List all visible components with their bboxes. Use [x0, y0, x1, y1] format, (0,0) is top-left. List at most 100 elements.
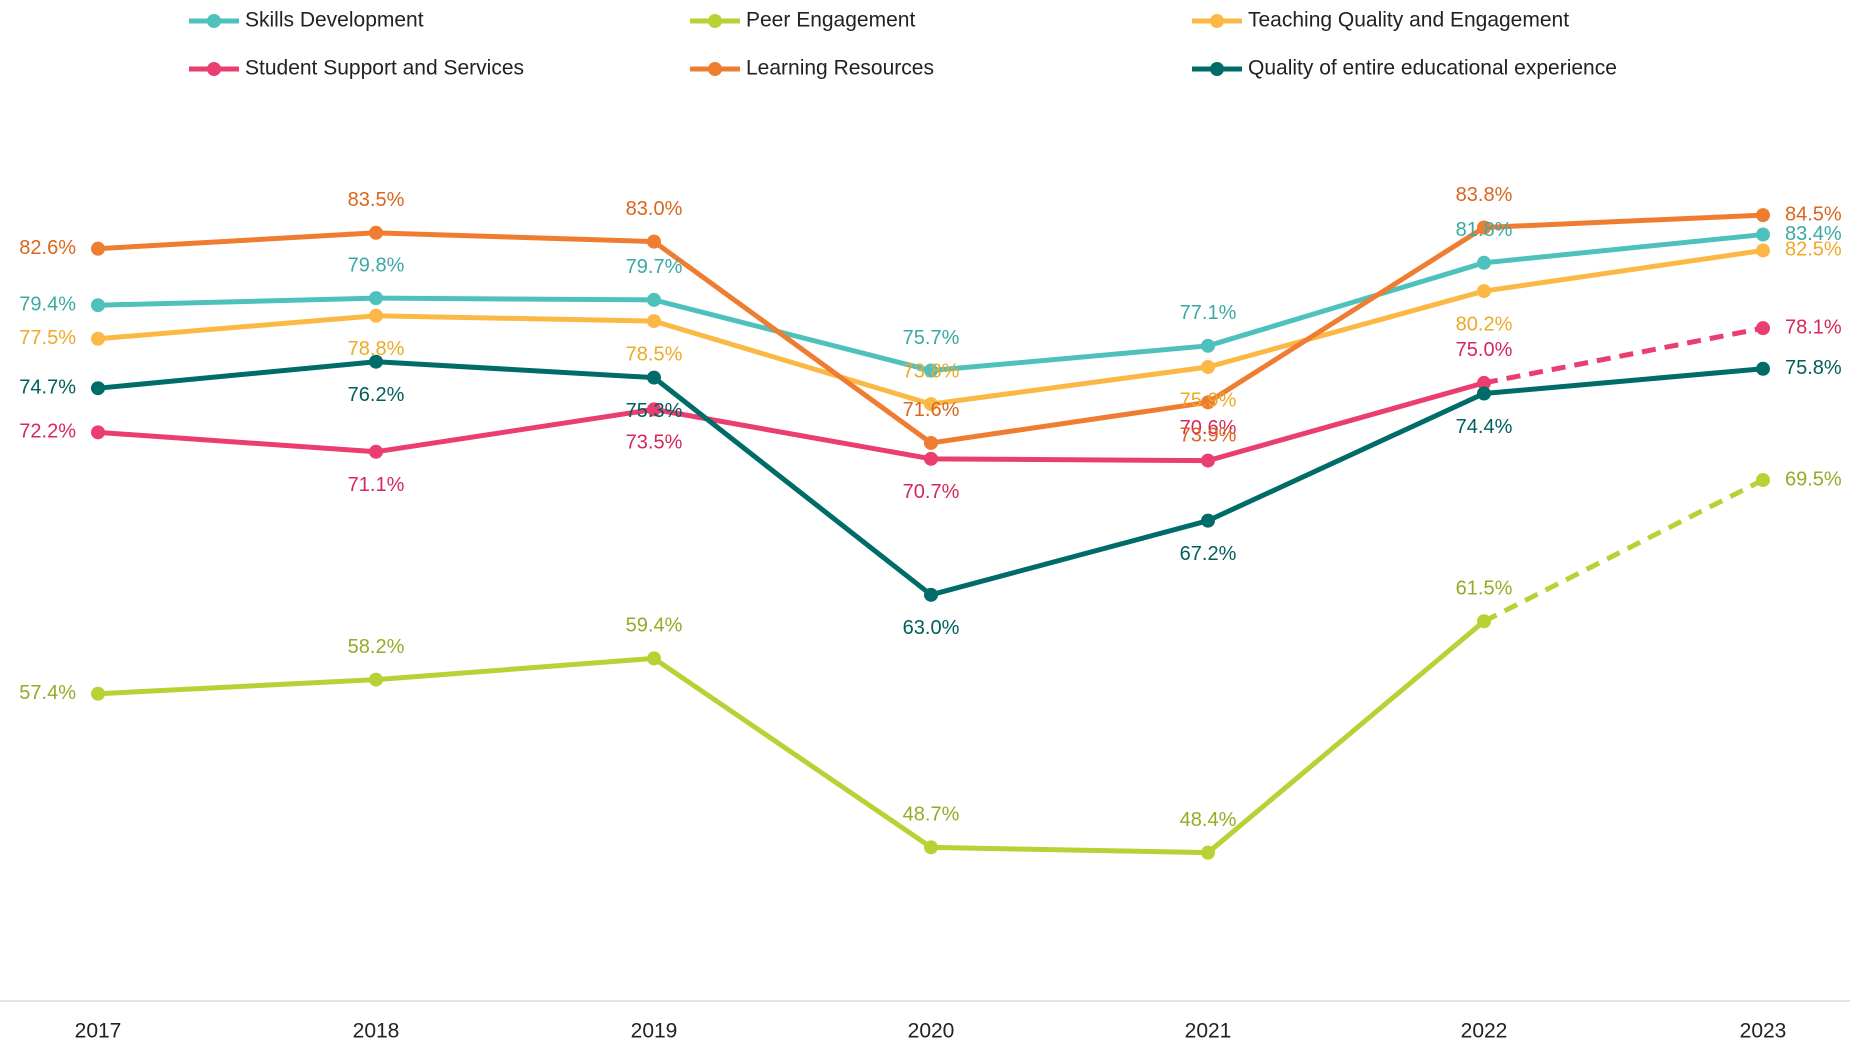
- data-point: [369, 308, 383, 323]
- legend-label: Peer Engagement: [746, 9, 915, 32]
- data-point: [1201, 845, 1215, 860]
- data-label: 63.0%: [903, 617, 960, 639]
- legend-marker: [708, 14, 722, 28]
- data-point: [647, 651, 661, 666]
- data-point: [924, 451, 938, 466]
- data-label: 75.8%: [1785, 357, 1842, 379]
- data-point: [647, 370, 661, 385]
- data-point: [1756, 243, 1770, 258]
- data-label: 75.0%: [1456, 339, 1513, 361]
- data-label: 77.1%: [1180, 302, 1237, 324]
- data-point: [369, 444, 383, 459]
- data-point: [1756, 208, 1770, 223]
- data-label: 75.3%: [626, 400, 683, 422]
- x-tick-label: 2021: [1185, 1020, 1232, 1042]
- legend-marker: [1210, 14, 1224, 28]
- data-label: 83.0%: [626, 198, 683, 220]
- data-label: 79.4%: [19, 293, 76, 315]
- data-label: 67.2%: [1180, 543, 1237, 565]
- data-point: [924, 435, 938, 450]
- data-point: [1477, 284, 1491, 299]
- data-point: [1756, 473, 1770, 488]
- data-label: 84.5%: [1785, 203, 1842, 225]
- legend-label: Quality of entire educational experience: [1248, 57, 1617, 80]
- data-label: 81.8%: [1456, 219, 1513, 241]
- data-label: 71.1%: [348, 474, 405, 496]
- data-label: 83.5%: [348, 189, 405, 211]
- data-point: [1477, 220, 1491, 235]
- data-label: 82.5%: [1785, 239, 1842, 261]
- data-point: [91, 331, 105, 346]
- data-label: 69.5%: [1785, 468, 1842, 490]
- data-point: [91, 686, 105, 701]
- data-label: 79.7%: [626, 256, 683, 278]
- data-point: [1756, 361, 1770, 376]
- x-tick-label: 2020: [908, 1020, 955, 1042]
- legend-label: Learning Resources: [746, 57, 934, 80]
- data-point: [924, 363, 938, 378]
- data-point: [369, 291, 383, 306]
- data-point: [647, 402, 661, 417]
- data-label: 48.7%: [903, 804, 960, 826]
- data-point: [1477, 255, 1491, 270]
- data-label: 71.6%: [903, 399, 960, 421]
- legend-marker: [207, 62, 221, 76]
- legend-label: Student Support and Services: [245, 57, 524, 80]
- data-label: 58.2%: [348, 636, 405, 658]
- data-label: 72.2%: [19, 421, 76, 443]
- data-point: [1201, 453, 1215, 468]
- data-label: 73.9%: [1180, 425, 1237, 447]
- data-label: 75.9%: [1180, 389, 1237, 411]
- legend-label: Teaching Quality and Engagement: [1248, 9, 1569, 32]
- data-point: [1201, 513, 1215, 528]
- data-label: 48.4%: [1180, 809, 1237, 831]
- data-point: [91, 298, 105, 313]
- data-point: [369, 672, 383, 687]
- data-point: [1477, 386, 1491, 401]
- data-point: [369, 225, 383, 240]
- legend-marker: [708, 62, 722, 76]
- x-tick-label: 2018: [353, 1020, 400, 1042]
- data-point: [1201, 395, 1215, 410]
- data-point: [1201, 360, 1215, 375]
- data-label: 57.4%: [19, 682, 76, 704]
- data-label: 83.8%: [1456, 184, 1513, 206]
- x-tick-label: 2019: [631, 1020, 678, 1042]
- x-tick-label: 2017: [75, 1020, 122, 1042]
- x-tick-label: 2022: [1461, 1020, 1508, 1042]
- data-point: [1201, 338, 1215, 353]
- data-label: 70.7%: [903, 481, 960, 503]
- data-label: 79.8%: [348, 254, 405, 276]
- legend-marker: [1210, 62, 1224, 76]
- data-label: 75.7%: [903, 327, 960, 349]
- data-point: [1477, 614, 1491, 629]
- data-label: 74.4%: [1456, 416, 1513, 438]
- data-label: 82.6%: [19, 237, 76, 259]
- data-point: [647, 292, 661, 307]
- data-label: 59.4%: [626, 615, 683, 637]
- data-label: 73.8%: [903, 360, 960, 382]
- legend-marker: [207, 14, 221, 28]
- data-point: [91, 381, 105, 396]
- series-line: [97, 619, 1486, 856]
- series-line: [97, 380, 1485, 464]
- data-label: 83.4%: [1785, 223, 1842, 245]
- legend-label: Skills Development: [245, 9, 424, 32]
- data-point: [924, 587, 938, 602]
- data-point: [647, 314, 661, 329]
- data-point: [91, 241, 105, 256]
- x-tick-label: 2023: [1740, 1020, 1787, 1042]
- data-point: [924, 397, 938, 412]
- data-label: 61.5%: [1456, 578, 1513, 600]
- data-label: 80.2%: [1456, 313, 1513, 335]
- data-point: [1756, 321, 1770, 336]
- data-label: 70.6%: [1180, 417, 1237, 439]
- data-point: [647, 234, 661, 249]
- data-label: 78.5%: [626, 343, 683, 365]
- series-line-dashed: [1483, 325, 1764, 386]
- data-label: 74.7%: [19, 376, 76, 398]
- data-point: [369, 354, 383, 369]
- data-label: 76.2%: [348, 384, 405, 406]
- data-point: [1477, 375, 1491, 390]
